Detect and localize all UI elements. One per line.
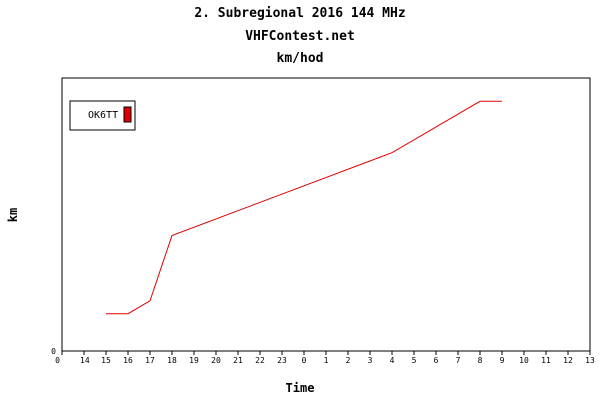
legend-label: OK6TT [88,110,118,121]
x-tick-label: 18 [167,356,177,365]
x-tick-label: 9 [500,356,505,365]
x-tick-label: 12 [563,356,573,365]
x-tick-label: 15 [101,356,111,365]
x-tick-label: 22 [255,356,265,365]
x-tick-label: 10 [519,356,529,365]
legend-swatch [123,106,132,123]
x-tick-label: 20 [211,356,221,365]
x-tick-label: 4 [390,356,395,365]
x-tick-label: 14 [80,356,90,365]
x-tick-label: 0 [302,356,307,365]
x-tick-label: 13 [585,356,595,365]
x-tick-label: 2 [346,356,351,365]
x-tick-label: 16 [123,356,133,365]
chart-subtitle: VHFContest.net [245,29,355,44]
x-axis-label: Time [285,381,315,395]
y-tick-label: 0 [51,347,56,356]
x-tick-label: 3 [368,356,373,365]
x-tick-label: 0 [55,356,60,365]
x-tick-label: 19 [189,356,199,365]
x-tick-label: 6 [434,356,439,365]
x-tick-label: 5 [412,356,417,365]
x-tick-label: 21 [233,356,243,365]
x-tick-label: 11 [541,356,551,365]
x-tick-label: 23 [277,356,287,365]
plot-frame [61,77,591,352]
x-tick-label: 8 [478,356,483,365]
series-line-ok6tt [106,100,502,315]
y-axis-label: km [6,207,20,223]
x-tick-label: 7 [456,356,461,365]
chart-title: 2. Subregional 2016 144 MHz [194,6,406,21]
chart-unit-subtitle: km/hod [276,51,324,66]
x-tick-label: 17 [145,356,155,365]
x-tick-label: 1 [324,356,329,365]
